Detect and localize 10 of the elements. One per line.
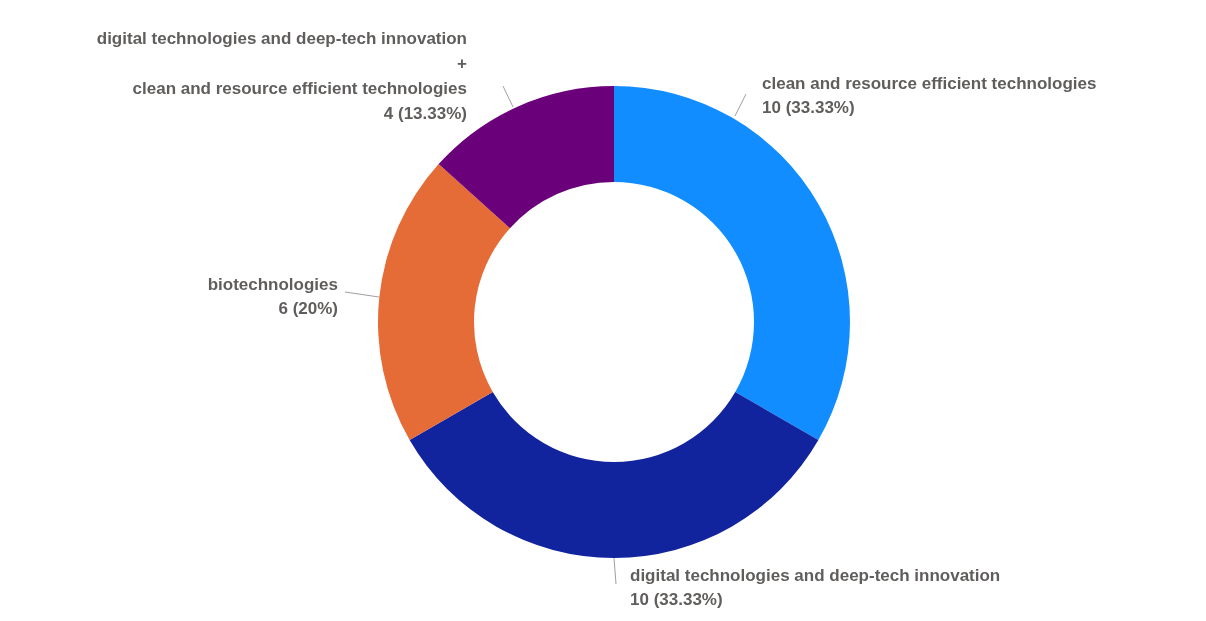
- donut-slice: [409, 392, 819, 558]
- slice-label: digital technologies and deep-tech innovation: [630, 566, 1001, 585]
- slice-label: clean and resource efficient technologies: [762, 74, 1097, 93]
- slice-label: digital technologies and deep-tech innovation + clean and resource efficient technologies: [96, 29, 468, 98]
- donut-slice: [378, 164, 510, 440]
- data-label: 10 (33.33%): [630, 590, 723, 609]
- data-label: 10 (33.33%): [762, 98, 855, 117]
- data-label: 4 (13.33%): [383, 104, 467, 123]
- data-label: 6 (20%): [278, 299, 338, 318]
- slice-label: biotechnologies: [207, 275, 338, 294]
